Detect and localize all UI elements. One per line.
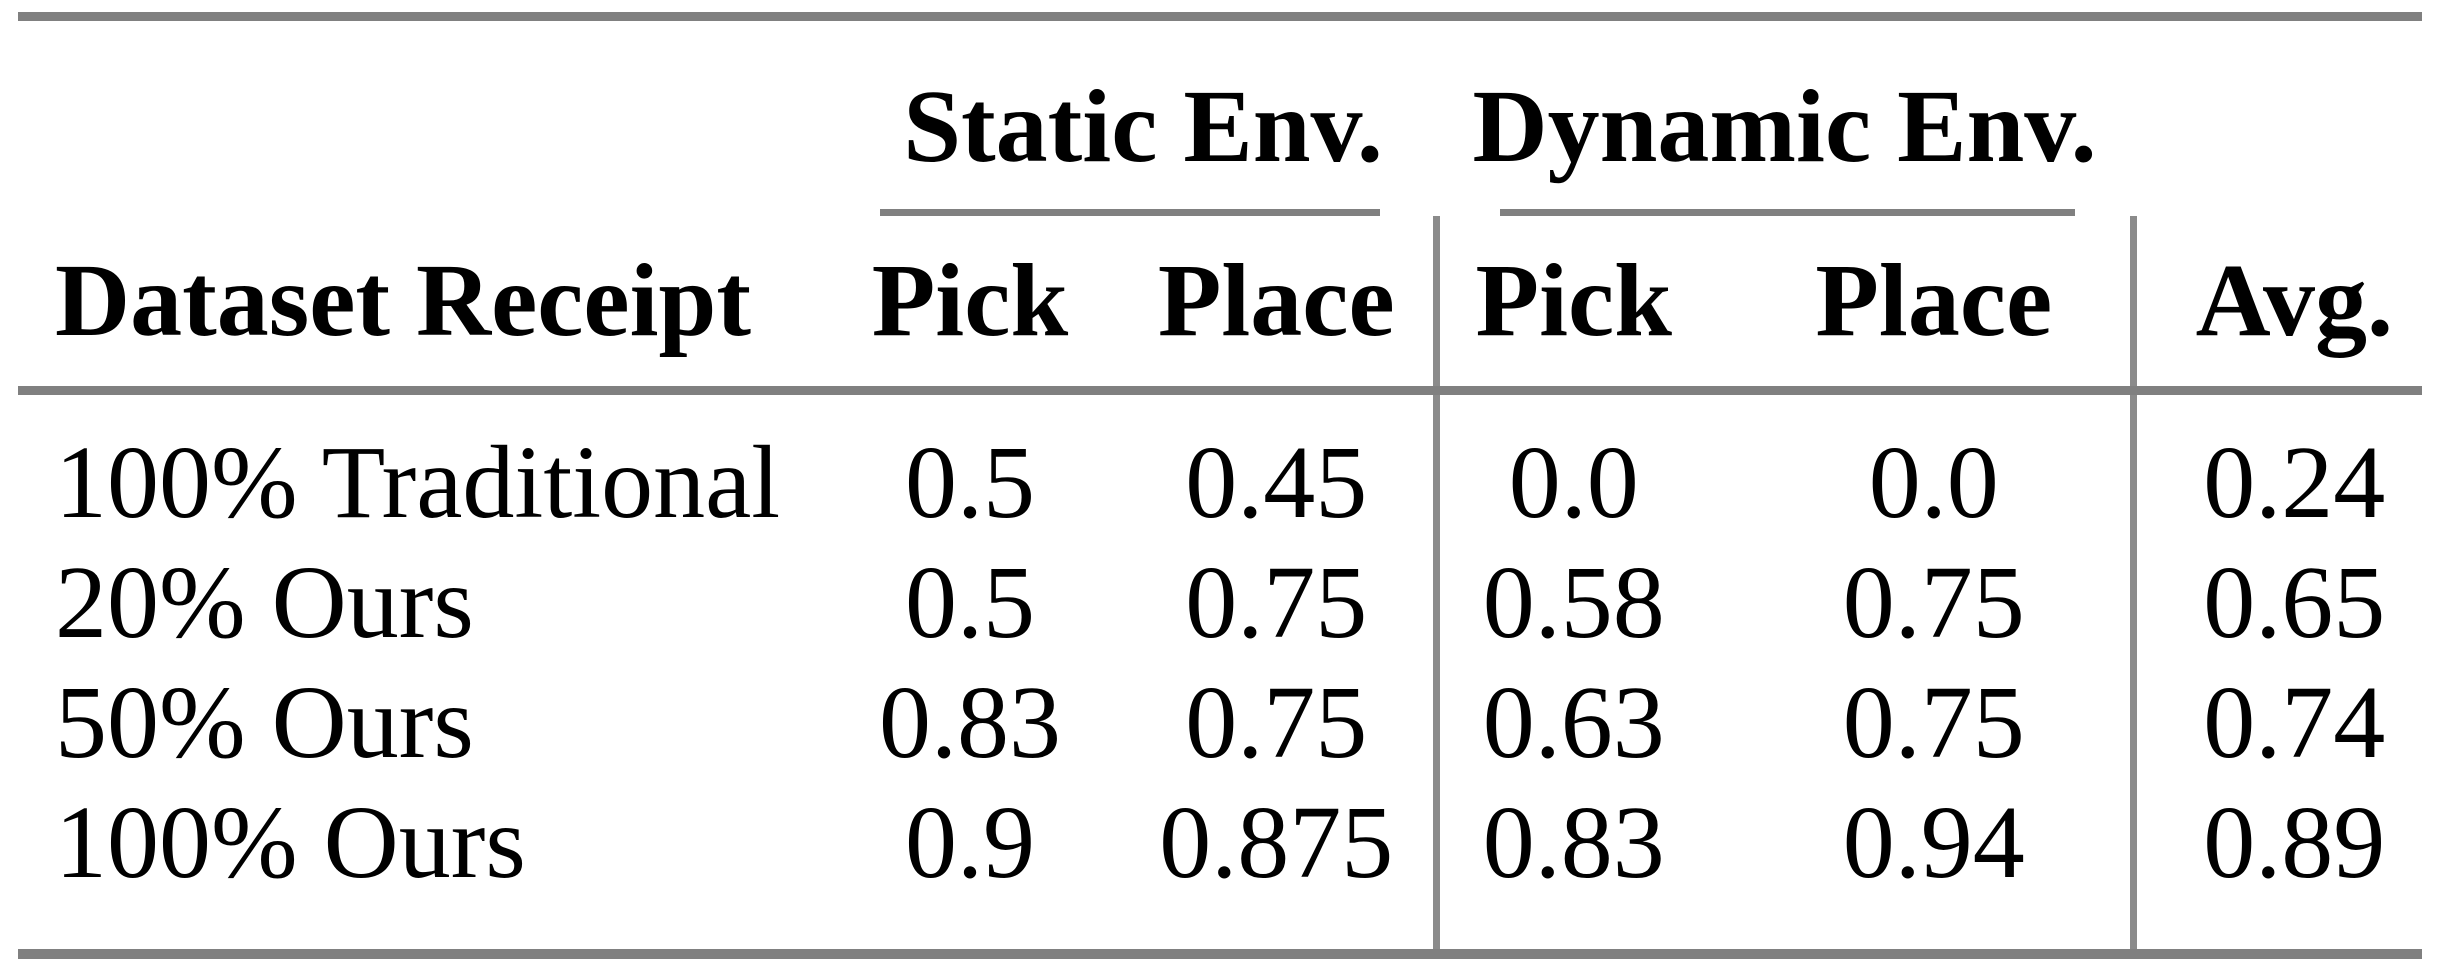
cell-dynamic-pick: 0.83 (1432, 783, 1739, 954)
table-row-traditional-100: 100% Traditional 0.5 0.45 0.0 0.0 0.24 (18, 390, 2423, 543)
cell-dynamic-place: 0.94 (1842, 785, 2025, 900)
cell-dynamic-place: 0.0 (1868, 425, 1999, 540)
table-row-ours-20: 20% Ours 0.5 0.75 0.58 0.75 0.65 (18, 543, 2423, 663)
cmidrule-dynamic (1500, 209, 2076, 216)
cell-dynamic-pick: 0.63 (1432, 663, 1739, 783)
results-table: Static Env. Dynamic Env. Dataset Receipt… (18, 12, 2423, 959)
cell-static-place: 0.75 (1185, 665, 1368, 780)
cell-avg: 0.74 (2129, 663, 2423, 783)
cell-dynamic-place: 0.75 (1842, 665, 2025, 780)
column-header-row: Dataset Receipt Pick Place Pick Place Av… (18, 216, 2423, 395)
col-header-static-pick: Pick (850, 216, 1090, 395)
group-header-static-env: Static Env. (850, 17, 1436, 216)
cell-static-place: 0.75 (1185, 545, 1368, 660)
cell-static-place: 0.45 (1185, 425, 1368, 540)
cell-static-place: 0.875 (1159, 785, 1394, 900)
col-header-dynamic-pick: Pick (1432, 216, 1739, 395)
row-label: 20% Ours (55, 545, 474, 660)
group-header-row: Static Env. Dynamic Env. (18, 17, 2422, 217)
group-header-spacer (18, 17, 850, 217)
cmidrule-static (880, 209, 1381, 216)
cell-dynamic-place: 0.75 (1842, 545, 2025, 660)
col-header-dynamic-place: Place (1738, 216, 2134, 395)
static-env-label: Static Env. (903, 69, 1383, 184)
row-label: 100% Traditional (55, 425, 781, 540)
dynamic-env-label: Dynamic Env. (1472, 69, 2097, 184)
cell-dynamic-pick: 0.58 (1432, 543, 1739, 663)
table-row-ours-50: 50% Ours 0.83 0.75 0.63 0.75 0.74 (18, 663, 2423, 783)
col-header-avg: Avg. (2129, 216, 2423, 395)
group-header-dynamic-env: Dynamic Env. (1436, 17, 2133, 216)
cell-avg: 0.24 (2129, 390, 2423, 543)
cell-avg: 0.65 (2129, 543, 2423, 663)
col-header-static-place: Place (1090, 216, 1437, 395)
group-header-avg-spacer (2133, 17, 2422, 217)
row-label: 50% Ours (55, 665, 474, 780)
cell-static-pick: 0.9 (905, 785, 1035, 900)
cell-avg: 0.89 (2129, 783, 2423, 954)
cell-static-pick: 0.83 (879, 665, 1061, 780)
cell-static-pick: 0.5 (905, 425, 1035, 540)
cell-dynamic-pick: 0.0 (1432, 390, 1739, 543)
row-label: 100% Ours (55, 785, 526, 900)
cell-static-pick: 0.5 (905, 545, 1035, 660)
col-header-dataset-receipt: Dataset Receipt (18, 216, 850, 395)
table-row-ours-100: 100% Ours 0.9 0.875 0.83 0.94 0.89 (18, 783, 2423, 954)
